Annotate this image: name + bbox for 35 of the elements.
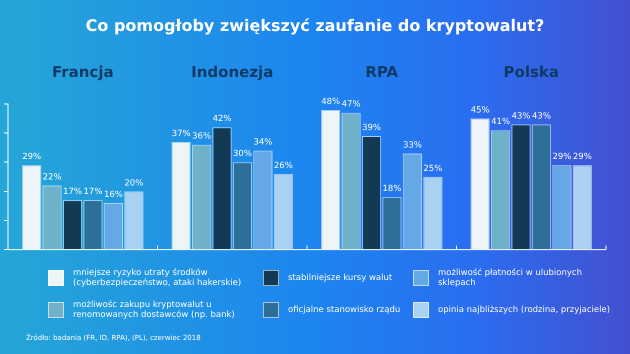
data-label: 29% [552,152,572,162]
data-label: 29% [572,152,592,162]
x-tick-label: Francja [52,62,114,81]
data-label: 37% [172,128,191,139]
legend-label: możliwość płatności w ulubionych sklepach [438,268,583,288]
x-tick-label: RPA [365,62,399,81]
chart-title: Co pomogłoby zwiększyć zaufanie do kryptowalut? [84,16,546,35]
data-label: 22% [42,172,62,182]
data-label: 48% [321,96,340,107]
data-label: 30% [233,149,252,160]
x-tick-label: Indonezja [191,62,274,81]
data-label: 42% [212,114,232,124]
x-tick-label: Polska [504,62,559,81]
data-label: 39% [362,122,381,133]
legend-label: stabilniejsze kursy walut [288,273,392,283]
data-label: 36% [192,132,212,142]
data-label: 25% [423,164,442,174]
legend-label: opinia najbliższych (rodzina, przyjaciele) [438,305,610,315]
data-label: 43% [532,111,551,122]
data-label: 17% [63,187,82,198]
legend-label: możliwośc zakupu kryptowalut u renomowanych dostawców (np. bank) [73,300,236,320]
data-label: 26% [274,160,293,171]
data-label: 33% [402,140,422,150]
data-label: 47% [342,100,361,110]
data-label: 41% [491,117,510,128]
legend-label: mniejsze ryzyko utraty środków (cyberbezpieczeństwo, ataki hakerskie) [73,268,242,288]
data-label: 18% [382,184,402,194]
data-label: 43% [512,111,530,122]
data-label: 29% [22,152,42,162]
data-label: 16% [104,190,123,200]
legend-label: oficjalne stanowisko rządu [288,305,400,315]
data-label: 20% [124,178,144,188]
data-label: 17% [84,187,102,198]
data-label: 34% [253,138,272,148]
data-label: 45% [470,106,490,116]
